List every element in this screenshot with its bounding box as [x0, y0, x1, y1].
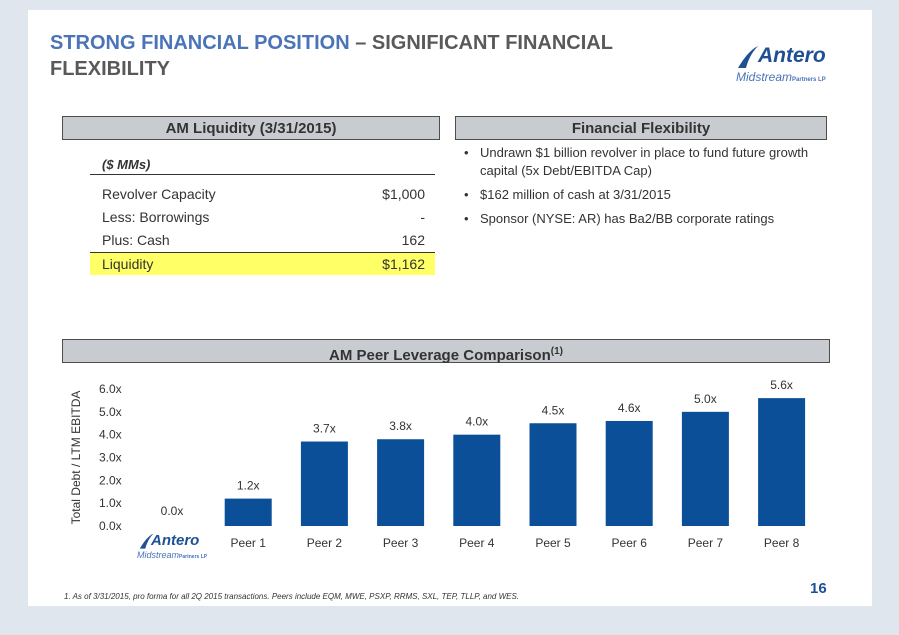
y-tick-label: 4.0x — [99, 428, 122, 442]
liquidity-row: Plus: Cash 162 — [90, 229, 435, 251]
x-tick-label: Peer 2 — [307, 536, 343, 550]
antero-logo-mark-icon — [738, 46, 758, 68]
bullet-text: Undrawn $1 billion revolver in place to … — [480, 145, 809, 178]
liquidity-row-label: Revolver Capacity — [102, 186, 216, 202]
liquidity-total-label: Liquidity — [102, 256, 154, 272]
y-tick-label: 2.0x — [99, 473, 122, 487]
logo-sub-text: Midstream — [736, 70, 793, 84]
liquidity-row: Revolver Capacity $1,000 — [90, 183, 435, 205]
bar-value-label: 3.8x — [389, 419, 412, 433]
liquidity-row-value: 162 — [401, 232, 425, 248]
antero-logo: Antero MidstreamPartners LP — [734, 44, 844, 84]
liquidity-row-label: Less: Borrowings — [102, 209, 210, 225]
bar — [224, 498, 272, 526]
flexibility-bullet-list: • Undrawn $1 billion revolver in place to… — [462, 144, 822, 234]
x-tick-label: Peer 7 — [688, 536, 724, 550]
logo-sub-small: Partners LP — [792, 77, 826, 83]
liquidity-unit-divider — [90, 174, 435, 175]
x-tick-label: Peer 8 — [764, 536, 800, 550]
logo-sub: MidstreamPartners LP — [137, 550, 207, 560]
x-tick-label: Peer 1 — [231, 536, 267, 550]
x-tick-label: Peer 4 — [459, 536, 495, 550]
antero-category-logo: Antero MidstreamPartners LP — [137, 532, 217, 562]
bullet-icon: • — [464, 211, 469, 226]
peer-leverage-chart-svg: Total Debt / LTM EBITDA 0.0x 1.0x 2.0x 3.0x 4… — [69, 378, 806, 550]
y-tick-label: 6.0x — [99, 382, 122, 396]
y-tick-label: 5.0x — [99, 405, 122, 419]
peer-header-footnote-ref: (1) — [550, 346, 563, 357]
x-tick-label: Peer 3 — [383, 536, 419, 550]
bar-value-label: 4.6x — [618, 401, 641, 415]
bar-value-label: 3.7x — [313, 422, 336, 436]
y-tick-label: 1.0x — [99, 496, 122, 510]
y-tick-label: 0.0x — [99, 519, 122, 533]
bar — [605, 420, 653, 526]
flexibility-header: Financial Flexibility — [455, 116, 827, 140]
page-number: 16 — [810, 580, 827, 597]
liquidity-row-value: $1,000 — [382, 186, 425, 202]
bar-value-label: 4.5x — [542, 403, 565, 417]
bullet-icon: • — [464, 145, 469, 160]
y-tick-label: 3.0x — [99, 451, 122, 465]
page-title: STRONG FINANCIAL POSITION – SIGNIFICANT … — [50, 30, 690, 82]
liquidity-total-row: Liquidity $1,162 — [90, 252, 435, 275]
title-rest: – SIGNIFICANT FINANCIAL FLEXIBILITY — [50, 32, 613, 80]
logo-sub-small: Partners LP — [179, 554, 208, 560]
x-tick-label: Peer 6 — [612, 536, 648, 550]
bar — [453, 434, 501, 526]
list-item: • Undrawn $1 billion revolver in place to… — [462, 144, 822, 180]
liquidity-row: Less: Borrowings - — [90, 206, 435, 228]
y-axis-label: Total Debt / LTM EBITDA — [69, 391, 83, 525]
bar-value-label: 1.2x — [237, 479, 260, 493]
bullet-icon: • — [464, 187, 469, 202]
footnote: 1. As of 3/31/2015, pro forma for all 2Q… — [64, 592, 520, 601]
bar — [529, 423, 577, 526]
peer-leverage-chart: Total Debt / LTM EBITDA 0.0x 1.0x 2.0x 3.0x 4… — [60, 378, 850, 558]
bar-value-label: 5.6x — [770, 378, 793, 392]
peer-leverage-header: AM Peer Leverage Comparison(1) — [62, 339, 830, 364]
peer-header-text: AM Peer Leverage Comparison — [329, 347, 551, 364]
x-tick-label: Peer 5 — [535, 536, 571, 550]
bullet-text: $162 million of cash at 3/31/2015 — [480, 187, 671, 202]
bar — [758, 398, 806, 526]
liquidity-total-value: $1,162 — [382, 256, 425, 272]
liquidity-unit: ($ MMs) — [102, 157, 151, 172]
bar-value-label: 0.0x — [161, 504, 184, 518]
logo-name: Antero — [758, 44, 826, 67]
liquidity-row-value: - — [420, 209, 425, 225]
list-item: • $162 million of cash at 3/31/2015 — [462, 186, 822, 204]
title-accent: STRONG FINANCIAL POSITION — [50, 32, 350, 54]
logo-sub-text: Midstream — [137, 550, 180, 560]
liquidity-row-label: Plus: Cash — [102, 232, 170, 248]
bar — [681, 411, 729, 526]
bar — [300, 441, 348, 526]
list-item: • Sponsor (NYSE: AR) has Ba2/BB corporate… — [462, 210, 822, 228]
antero-logo-mark-icon — [139, 533, 154, 549]
logo-name: Antero — [151, 532, 200, 549]
bar-value-label: 5.0x — [694, 392, 717, 406]
bar — [377, 439, 425, 526]
liquidity-header: AM Liquidity (3/31/2015) — [62, 116, 440, 140]
slide — [28, 10, 872, 606]
bar-value-label: 4.0x — [465, 415, 488, 429]
bullet-text: Sponsor (NYSE: AR) has Ba2/BB corporate … — [480, 211, 775, 226]
logo-sub: MidstreamPartners LP — [736, 70, 826, 84]
